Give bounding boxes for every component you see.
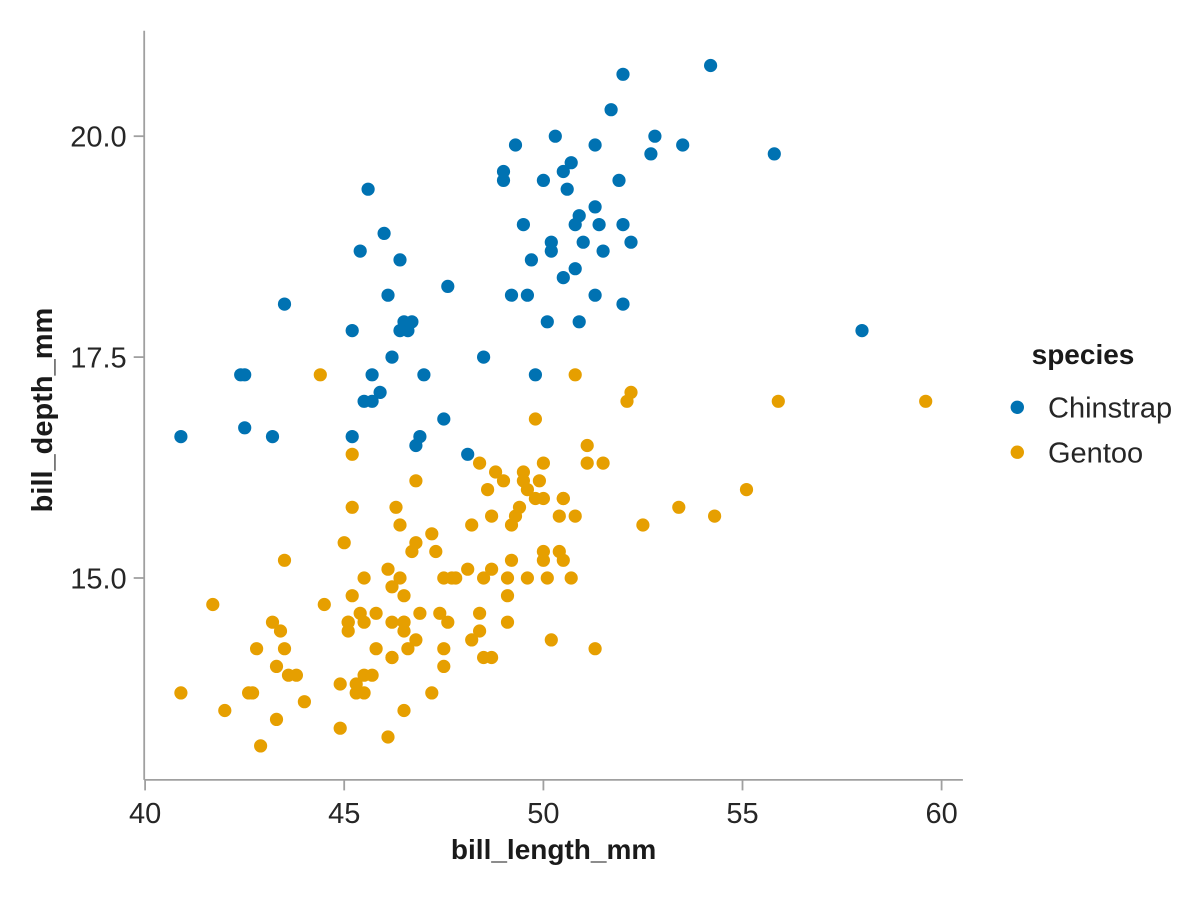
svg-text:17.5: 17.5: [70, 343, 126, 375]
svg-text:species: species: [1032, 339, 1135, 370]
svg-text:40: 40: [129, 798, 161, 830]
svg-text:bill_depth_mm: bill_depth_mm: [27, 308, 59, 513]
svg-text:Gentoo: Gentoo: [1048, 438, 1143, 470]
svg-text:15.0: 15.0: [70, 564, 126, 596]
svg-text:55: 55: [726, 798, 758, 830]
svg-text:20.0: 20.0: [70, 122, 126, 154]
svg-text:60: 60: [925, 798, 957, 830]
svg-text:45: 45: [328, 798, 360, 830]
svg-text:bill_length_mm: bill_length_mm: [451, 834, 656, 865]
svg-text:50: 50: [527, 798, 559, 830]
svg-text:Chinstrap: Chinstrap: [1048, 393, 1172, 425]
